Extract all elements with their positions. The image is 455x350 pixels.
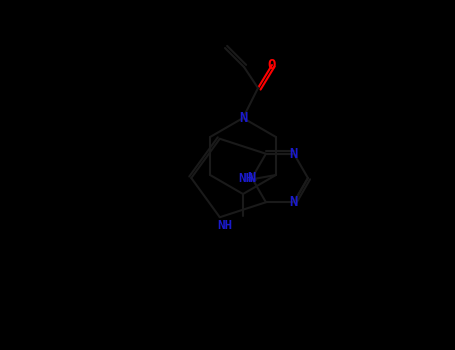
Text: NH: NH: [217, 219, 233, 232]
Text: O: O: [268, 58, 276, 72]
Text: NH: NH: [238, 172, 253, 184]
Text: N: N: [239, 111, 247, 125]
Text: N: N: [290, 147, 298, 161]
Text: N: N: [248, 171, 256, 185]
Text: N: N: [290, 195, 298, 209]
